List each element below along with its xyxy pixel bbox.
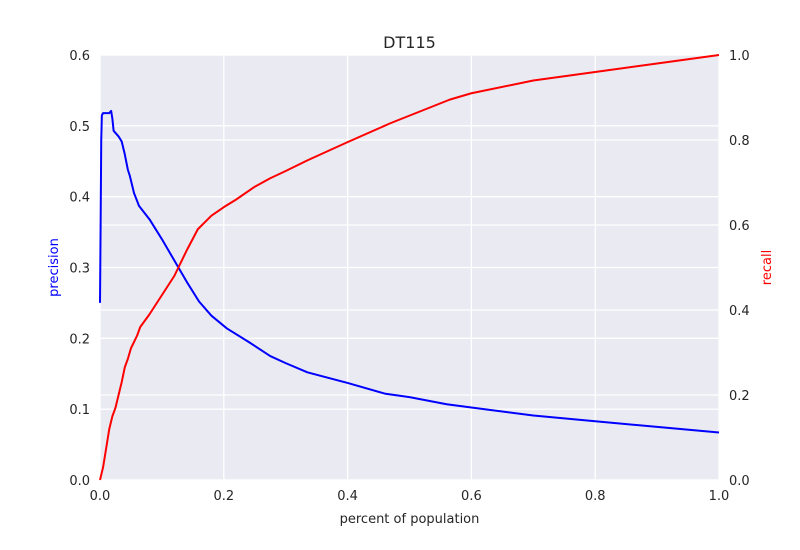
left-y-tick-label: 0.6 [69,49,90,64]
x-tick-label: 0.2 [213,489,234,504]
right-y-tick-label: 0.2 [729,389,750,404]
x-axis-ticks: 0.0 0.2 0.4 0.6 0.8 1.0 [90,489,730,504]
x-tick-label: 0.6 [461,489,482,504]
left-y-tick-label: 0.1 [69,403,90,418]
right-y-axis-label: recall [760,250,775,285]
right-y-tick-label: 0.8 [729,134,750,149]
x-tick-label: 0.8 [585,489,606,504]
x-tick-label: 1.0 [709,489,730,504]
left-y-tick-label: 0.4 [69,191,90,206]
right-y-axis-ticks: 0.0 0.2 0.4 0.6 0.8 1.0 [729,49,750,489]
left-y-axis-label: precision [47,238,62,297]
x-tick-label: 0.4 [337,489,358,504]
left-y-axis-ticks: 0.0 0.1 0.2 0.3 0.4 0.5 0.6 [69,49,90,489]
left-y-tick-label: 0.0 [69,474,90,489]
right-y-tick-label: 1.0 [729,49,750,64]
right-y-tick-label: 0.4 [729,304,750,319]
recall-series-line [99,54,720,481]
right-y-tick-label: 0.0 [729,474,750,489]
x-axis-label: percent of population [340,512,480,527]
left-y-tick-label: 0.5 [69,120,90,135]
left-y-tick-label: 0.2 [69,332,90,347]
x-tick-label: 0.0 [90,489,111,504]
right-y-tick-label: 0.6 [729,219,750,234]
chart-title: DT115 [383,33,436,52]
grid [99,54,720,481]
left-y-tick-label: 0.3 [69,262,90,277]
series-layer [99,54,720,481]
precision-series-line [99,109,720,434]
